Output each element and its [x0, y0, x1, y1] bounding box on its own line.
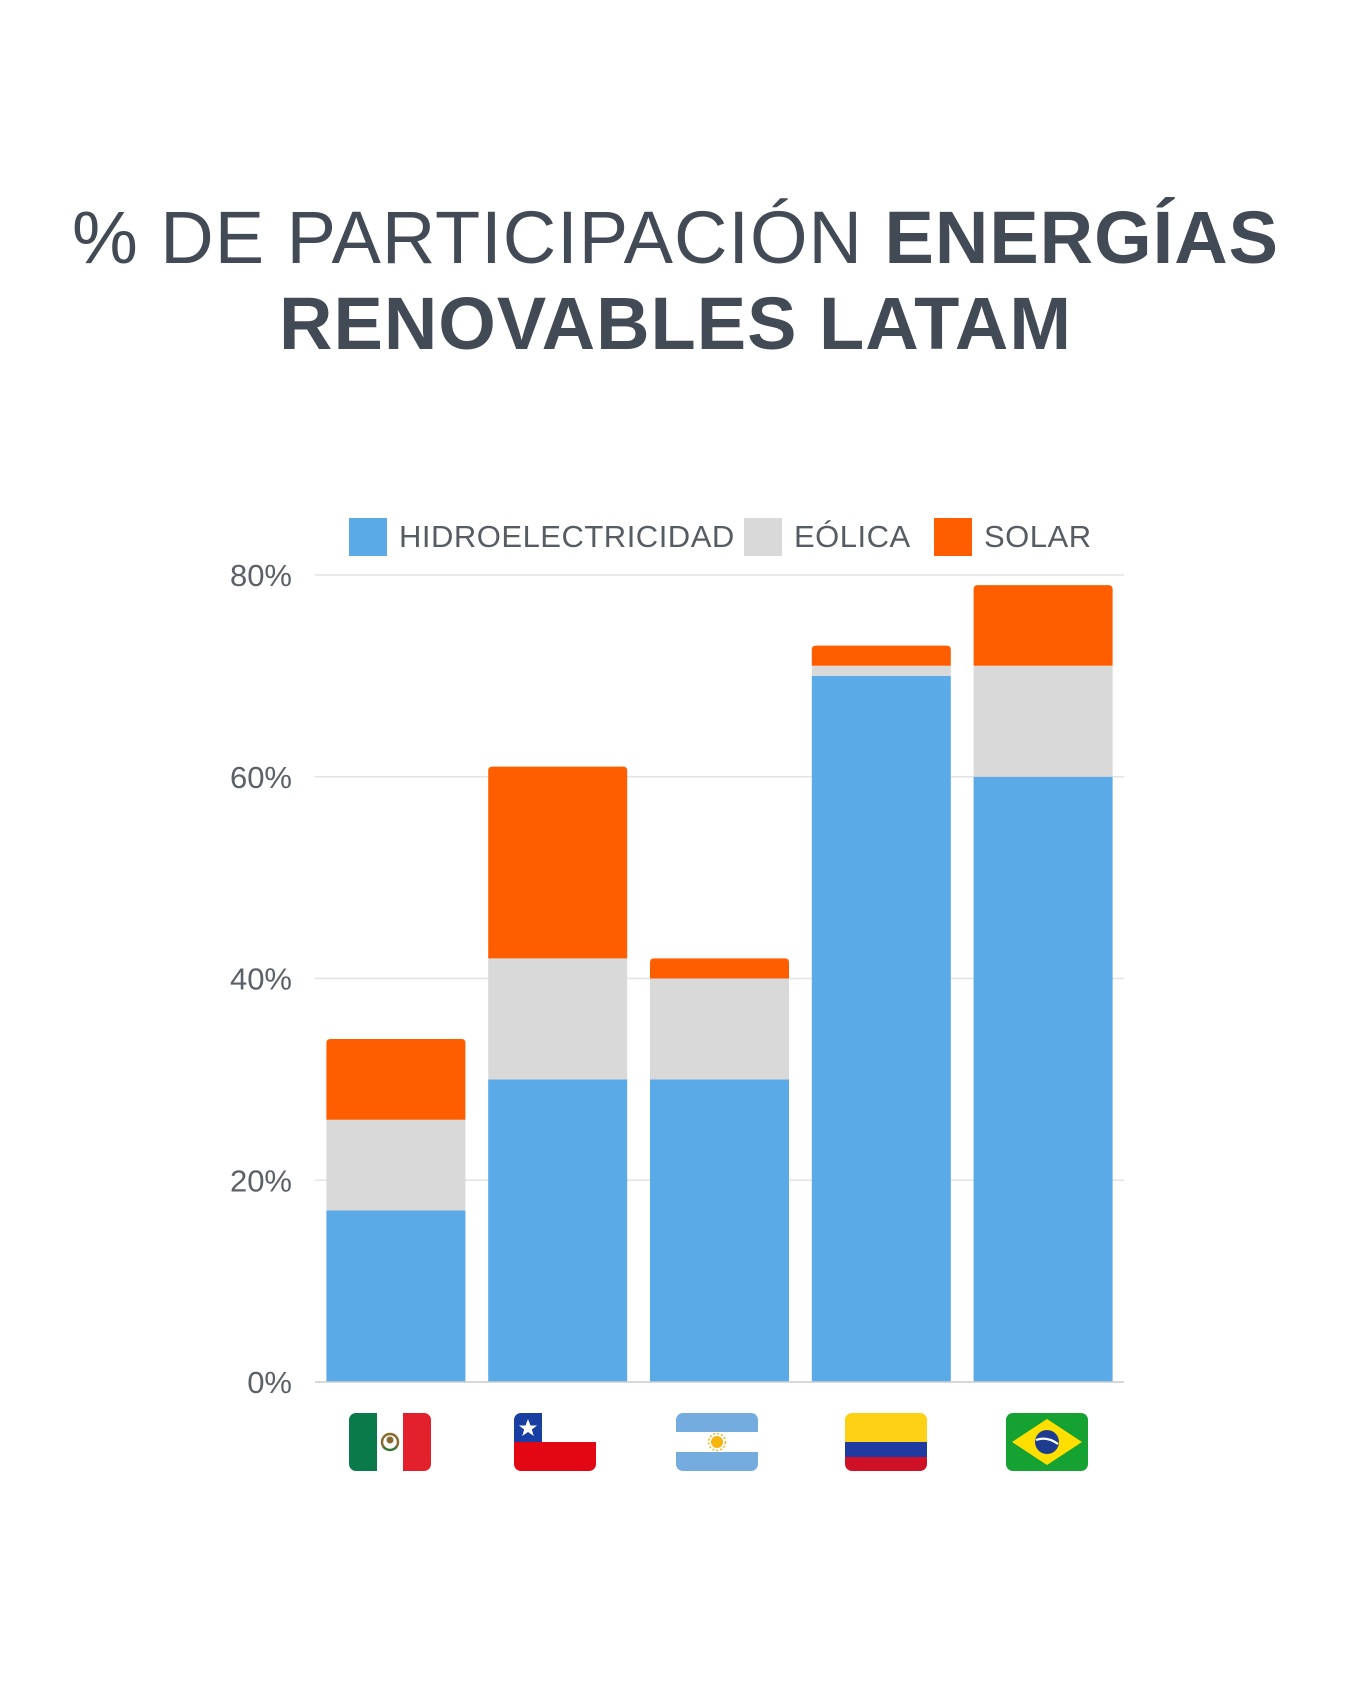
legend-swatch-hidro	[349, 518, 387, 556]
chart-title: % DE PARTICIPACIÓN ENERGÍAS RENOVABLES L…	[0, 195, 1351, 367]
bar-segment-hidro	[326, 1210, 466, 1382]
argentina-flag-icon	[676, 1413, 758, 1471]
bar-segment-hidro	[811, 675, 951, 1382]
y-tick-label: 0%	[247, 1365, 292, 1400]
legend-item-solar: SOLAR	[934, 515, 1092, 559]
bar-segment-eolica	[973, 665, 1113, 777]
legend-item-eolica: EÓLICA	[744, 515, 911, 559]
bar-segment-solar	[811, 645, 951, 666]
legend-label-eolica: EÓLICA	[794, 519, 911, 554]
bar-segment-hidro	[973, 776, 1113, 1382]
chart-legend: HIDROELECTRICIDAD EÓLICA SOLAR	[0, 515, 1351, 559]
legend-item-hidro: HIDROELECTRICIDAD	[349, 515, 735, 559]
colombia-flag-icon	[845, 1413, 927, 1471]
title-bold-text: ENERGÍAS	[884, 196, 1280, 279]
y-tick-label: 60%	[230, 760, 292, 795]
bar-segment-solar	[650, 958, 789, 979]
title-line-1: % DE PARTICIPACIÓN ENERGÍAS	[0, 195, 1351, 281]
bar-segment-eolica	[650, 978, 789, 1080]
brazil-flag-icon	[1006, 1413, 1088, 1471]
bar-segment-hidro	[488, 1079, 628, 1382]
legend-label-solar: SOLAR	[984, 519, 1092, 554]
bar-segment-solar	[973, 585, 1113, 666]
y-tick-label: 80%	[230, 558, 292, 593]
title-light-text: % DE PARTICIPACIÓN	[71, 196, 863, 279]
bar-segment-eolica	[811, 665, 951, 676]
legend-swatch-solar	[934, 518, 972, 556]
bar-segment-solar	[326, 1039, 466, 1120]
bar-segment-solar	[488, 766, 628, 959]
title-line-2: RENOVABLES LATAM	[279, 282, 1072, 365]
mexico-flag-icon	[349, 1413, 431, 1471]
legend-label-hidro: HIDROELECTRICIDAD	[399, 519, 735, 554]
bar-segment-eolica	[326, 1119, 466, 1211]
bar-segment-hidro	[650, 1079, 789, 1382]
chile-flag-icon	[514, 1413, 596, 1471]
legend-swatch-eolica	[744, 518, 782, 556]
bar-segment-eolica	[488, 958, 628, 1080]
y-tick-label: 40%	[230, 962, 292, 997]
y-tick-label: 20%	[230, 1163, 292, 1198]
